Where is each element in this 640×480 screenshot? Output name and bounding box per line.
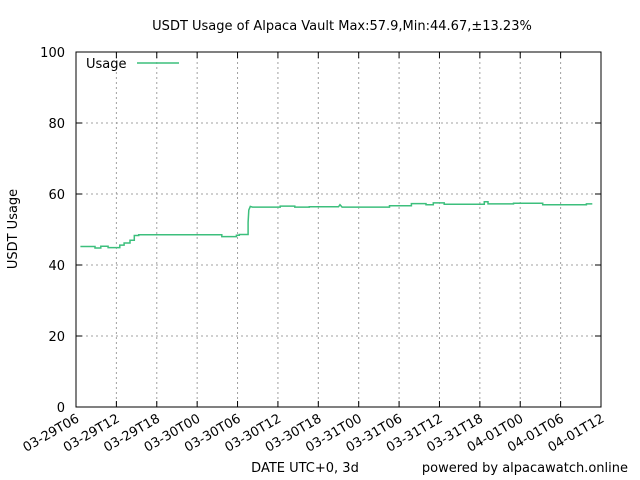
grid-lines xyxy=(76,52,601,407)
y-axis-label: USDT Usage xyxy=(6,189,21,269)
plot-frame xyxy=(75,51,602,408)
y-axis: 0 20 40 60 80 100 xyxy=(40,46,601,416)
x-axis-label: DATE UTC+0, 3d xyxy=(251,461,359,476)
y-tick-label: 80 xyxy=(48,117,65,132)
footer-credit: powered by alpacawatch.online xyxy=(422,461,628,476)
y-tick-label: 20 xyxy=(48,330,65,345)
y-tick-label: 100 xyxy=(40,46,65,61)
chart-title: USDT Usage of Alpaca Vault Max:57.9,Min:… xyxy=(152,19,532,34)
y-tick-label: 40 xyxy=(48,259,65,274)
usage-series-line xyxy=(80,201,593,249)
x-axis: 03-29T0603-29T1203-29T1803-30T0003-30T06… xyxy=(21,52,607,456)
y-tick-label: 60 xyxy=(48,188,65,203)
y-tick-label: 0 xyxy=(57,401,65,416)
legend-label-usage: Usage xyxy=(86,57,127,72)
legend: Usage xyxy=(86,57,179,72)
